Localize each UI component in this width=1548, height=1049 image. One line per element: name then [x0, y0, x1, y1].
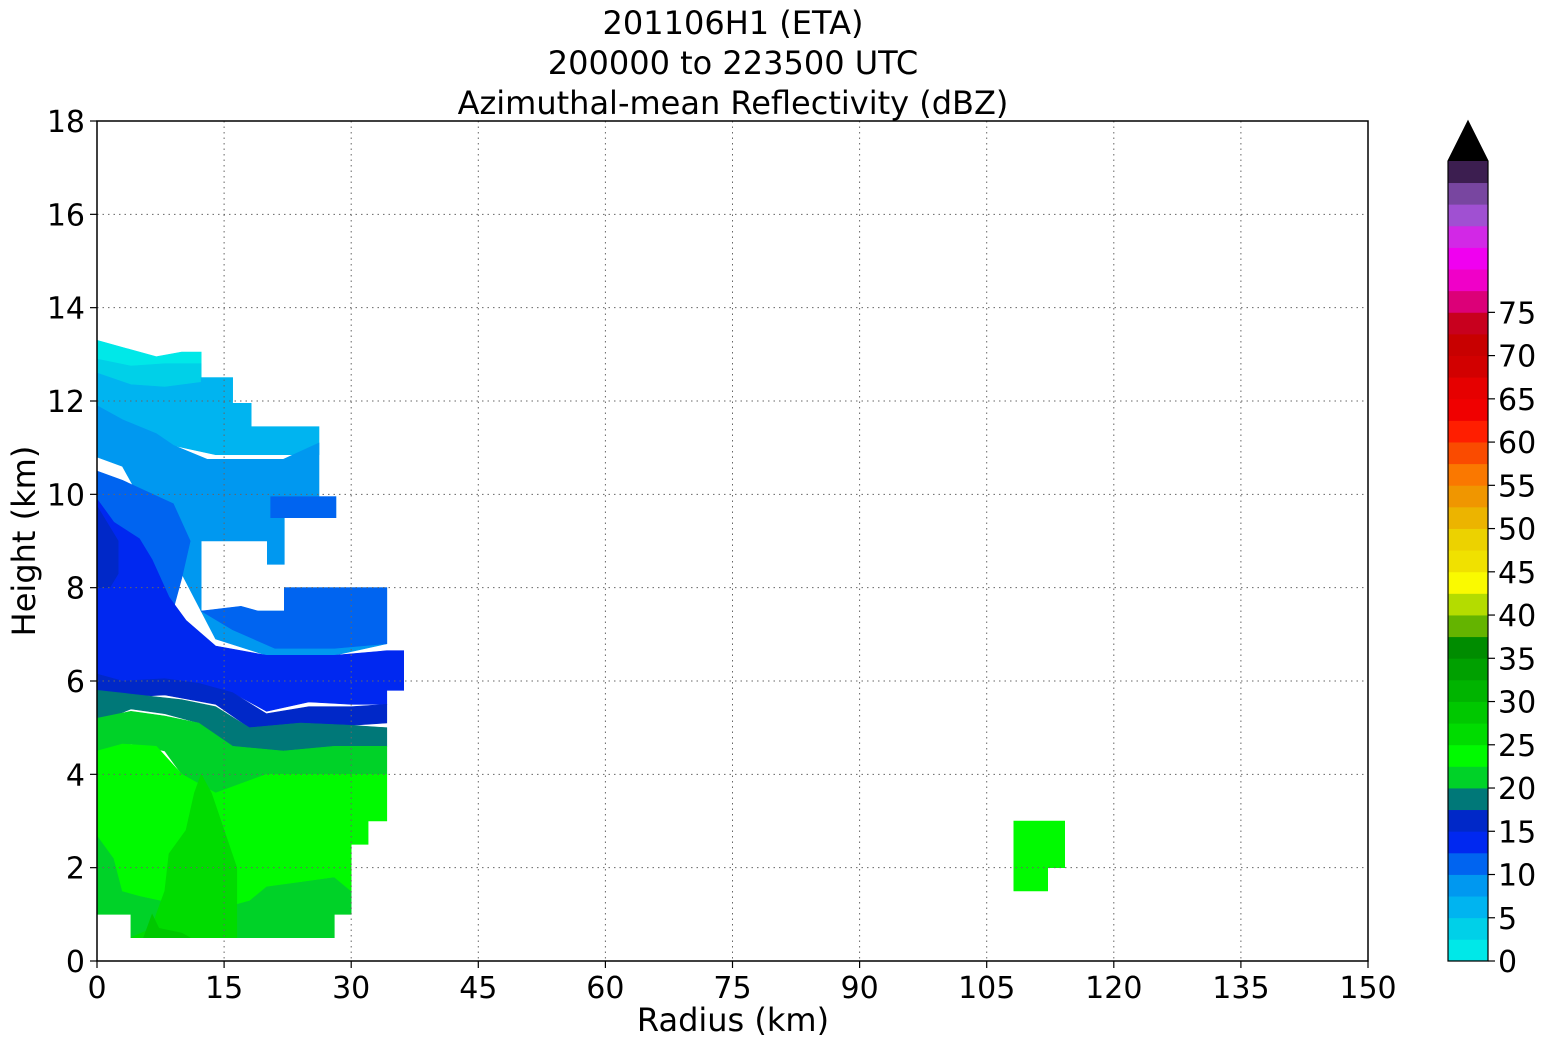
- colorbar-label-15: 75: [1498, 296, 1536, 331]
- colorbar-segment-19: [1448, 528, 1488, 551]
- reflectivity-region-14: [1013, 820, 1065, 892]
- colorbar-segment-32: [1448, 247, 1488, 270]
- colorbar-label-8: 40: [1498, 599, 1536, 634]
- colorbar-segment-5: [1448, 831, 1488, 854]
- colorbar-segment-1: [1448, 917, 1488, 940]
- colorbar-label-11: 55: [1498, 469, 1536, 504]
- x-axis: 0 15 30 45 60 75 90 105 120 135 150: [87, 961, 1397, 1006]
- colorbar-segment-14: [1448, 636, 1488, 659]
- y-axis-label: Height (km): [5, 446, 43, 637]
- colorbar-label-0: 0: [1498, 945, 1517, 980]
- colorbar-segment-28: [1448, 333, 1488, 356]
- plot-area: [96, 339, 1065, 939]
- colorbar-segment-22: [1448, 463, 1488, 486]
- colorbar-segment-11: [1448, 701, 1488, 724]
- colorbar-segment-4: [1448, 852, 1488, 875]
- chart-title-line-2: 200000 to 223500 UTC: [548, 44, 918, 82]
- y-tick-label-2: 4: [66, 758, 85, 793]
- colorbar-label-6: 30: [1498, 686, 1536, 721]
- colorbar-label-4: 20: [1498, 772, 1536, 807]
- colorbar-segment-16: [1448, 593, 1488, 616]
- colorbar-segment-26: [1448, 377, 1488, 400]
- x-axis-label: Radius (km): [637, 1001, 829, 1039]
- colorbar-segment-33: [1448, 225, 1488, 248]
- colorbar-segment-31: [1448, 269, 1488, 292]
- x-tick-label-3: 45: [459, 971, 497, 1006]
- reflectivity-region-5: [270, 496, 337, 519]
- y-axis: 0 2 4 6 8 10 12 14 16 18: [47, 105, 97, 980]
- colorbar-label-7: 35: [1498, 642, 1536, 677]
- colorbar-segment-25: [1448, 398, 1488, 421]
- colorbar-segment-17: [1448, 571, 1488, 594]
- y-tick-label-7: 14: [47, 292, 85, 327]
- x-tick-label-1: 15: [205, 971, 243, 1006]
- colorbar-label-3: 15: [1498, 815, 1536, 850]
- colorbar-segment-24: [1448, 420, 1488, 443]
- colorbar-segment-18: [1448, 550, 1488, 573]
- colorbar-segment-23: [1448, 442, 1488, 465]
- colorbar-label-10: 50: [1498, 513, 1536, 548]
- x-tick-label-0: 0: [87, 971, 106, 1006]
- colorbar-segment-8: [1448, 766, 1488, 789]
- x-tick-label-10: 150: [1339, 971, 1396, 1006]
- colorbar-segment-7: [1448, 788, 1488, 811]
- x-tick-label-5: 75: [713, 971, 751, 1006]
- y-tick-label-0: 0: [66, 945, 85, 980]
- x-tick-label-8: 120: [1085, 971, 1142, 1006]
- y-tick-label-1: 2: [66, 852, 85, 887]
- y-tick-label-9: 18: [47, 105, 85, 140]
- colorbar: 0 5 10 15 20 25 30 35 40 45 50 55 60 65 70 75: [1447, 119, 1536, 980]
- y-tick-label-8: 16: [47, 198, 85, 233]
- y-tick-label-5: 10: [47, 478, 85, 513]
- colorbar-segment-35: [1448, 182, 1488, 205]
- colorbar-segment-30: [1448, 290, 1488, 313]
- colorbar-label-2: 10: [1498, 859, 1536, 894]
- reflectivity-region-6: [200, 587, 388, 649]
- x-tick-label-7: 105: [958, 971, 1015, 1006]
- y-tick-label-6: 12: [47, 385, 85, 420]
- colorbar-segment-12: [1448, 679, 1488, 702]
- x-tick-label-9: 135: [1212, 971, 1269, 1006]
- chart-title-line-1: 201106H1 (ETA): [603, 4, 864, 42]
- y-tick-label-4: 8: [66, 572, 85, 607]
- reflectivity-region-16: [143, 913, 191, 939]
- x-tick-label-2: 30: [332, 971, 370, 1006]
- colorbar-label-12: 60: [1498, 426, 1536, 461]
- colorbar-outline: [1447, 119, 1489, 962]
- colorbar-segment-27: [1448, 355, 1488, 378]
- chart-title-line-3: Azimuthal-mean Reflectivity (dBZ): [458, 84, 1009, 122]
- colorbar-segment-9: [1448, 744, 1488, 767]
- colorbar-label-5: 25: [1498, 729, 1536, 764]
- x-tick-label-6: 90: [841, 971, 879, 1006]
- colorbar-segment-10: [1448, 723, 1488, 746]
- colorbar-segment-20: [1448, 506, 1488, 529]
- colorbar-segment-0: [1448, 939, 1488, 962]
- colorbar-segment-29: [1448, 312, 1488, 335]
- colorbar-segment-15: [1448, 615, 1488, 638]
- colorbar-label-14: 70: [1498, 340, 1536, 375]
- colorbar-segment-6: [1448, 809, 1488, 832]
- colorbar-segment-21: [1448, 485, 1488, 508]
- colorbar-segment-13: [1448, 658, 1488, 681]
- grid-lines: [97, 121, 1368, 961]
- colorbar-segment-36: [1448, 161, 1488, 184]
- colorbar-extend-arrow: [1448, 121, 1488, 161]
- chart-title: 201106H1 (ETA) 200000 to 223500 UTC Azim…: [458, 4, 1009, 122]
- colorbar-segment-2: [1448, 896, 1488, 919]
- colorbar-label-13: 65: [1498, 383, 1536, 418]
- y-tick-label-3: 6: [66, 665, 85, 700]
- colorbar-segment-34: [1448, 204, 1488, 227]
- reflectivity-region-9: [96, 673, 388, 729]
- colorbar-label-1: 5: [1498, 902, 1517, 937]
- colorbar-segment-3: [1448, 874, 1488, 897]
- x-tick-label-4: 60: [586, 971, 624, 1006]
- colorbar-label-9: 45: [1498, 556, 1536, 591]
